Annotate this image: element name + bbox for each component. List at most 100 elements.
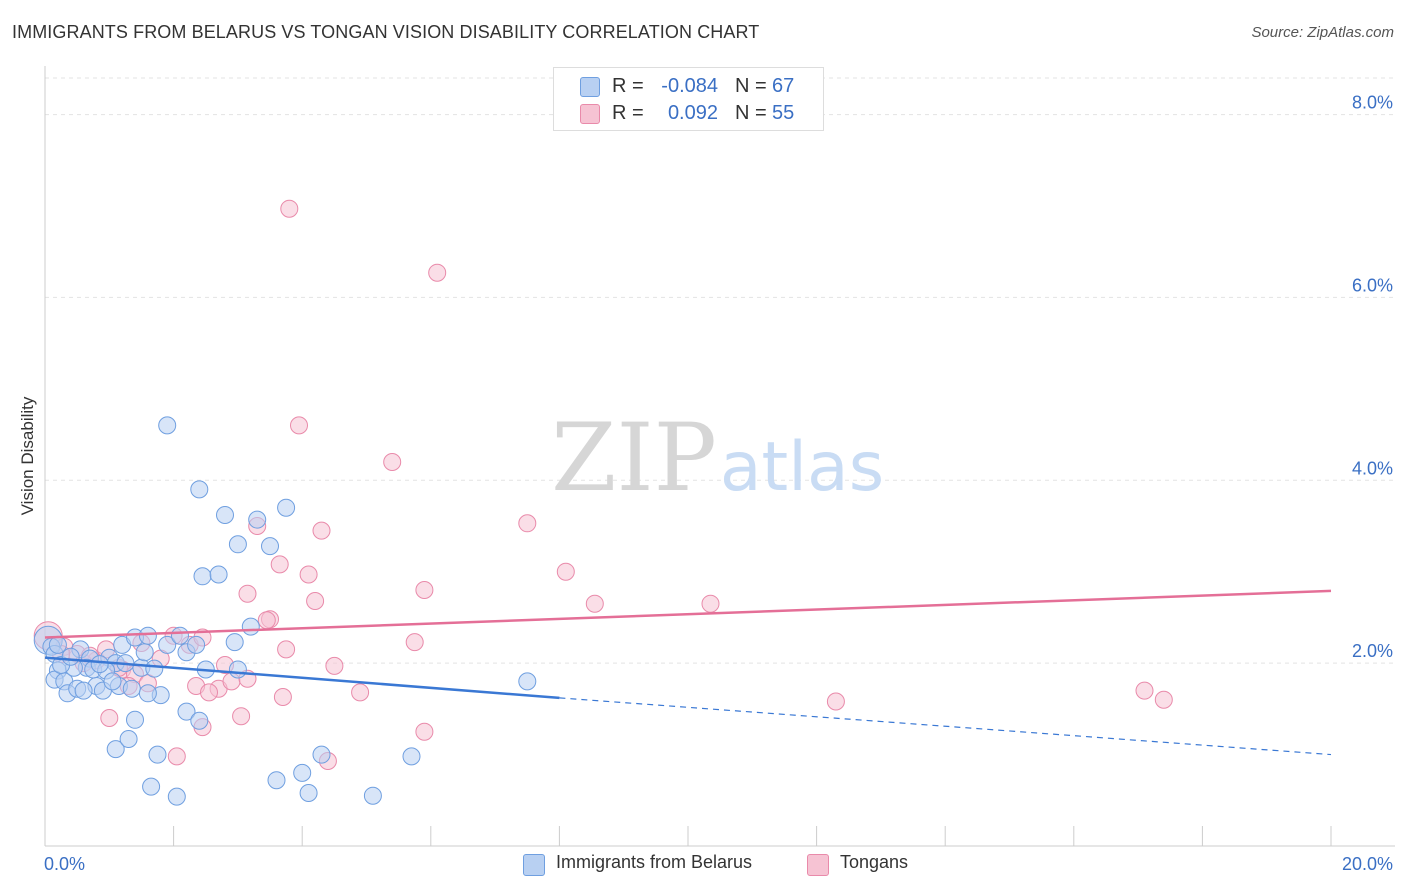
belarus-point [61,647,80,666]
x-tick-label: 0.0% [44,854,85,874]
stats-legend: R = -0.084 N = 67 R = 0.092 N = 55 [553,67,824,131]
belarus-point [119,730,138,748]
n-label: N = [735,75,767,97]
tongans-point [405,633,424,652]
belarus-point [135,643,154,662]
x-tick-label: 20.0% [1342,854,1393,874]
tongans-point [200,683,218,702]
tongans-point [280,199,299,218]
tongans-point [312,521,331,540]
belarus-trend-extension [559,697,1332,756]
tongans-point [232,707,251,726]
tick-labels: 2.0% 4.0% 6.0% 8.0% 0.0% 20.0% [44,93,1393,874]
n-value: 67 [772,75,795,97]
tongans-point [1135,681,1154,700]
tongans-point [277,640,296,659]
belarus-point [106,740,125,759]
belarus-point [228,660,247,679]
tongans-point [306,592,325,610]
belarus-point [190,711,209,730]
watermark: ZIP atlas [551,404,884,513]
belarus-point [158,635,177,654]
n-label: N = [735,102,767,124]
tongans-point [273,688,292,706]
belarus-point [122,679,141,698]
belarus-point [145,659,164,678]
belarus-point [171,626,189,645]
belarus-point [74,681,93,700]
tongans-point [299,565,318,584]
watermark-zip: ZIP [551,404,717,513]
belarus-point [193,567,212,586]
belarus-point [261,537,279,556]
tongans-point [585,594,604,613]
belarus-point [248,510,267,529]
tongans-point [290,416,308,435]
tongans-point [428,263,447,282]
belarus-point [267,771,286,790]
watermark-atlas: atlas [720,428,884,507]
tongans-point [270,555,289,574]
belarus-point [209,565,228,584]
legend-swatch-tongans [807,854,829,876]
r-value: -0.084 [661,75,718,97]
belarus-point [190,480,209,499]
belarus-point [187,635,206,654]
tongans-point [1154,690,1173,709]
belarus-point [90,655,109,674]
belarus-point [177,702,196,721]
stats-row-belarus: R = -0.084 N = 67 [554,74,823,100]
belarus-point [138,684,157,703]
belarus-trend-line [44,656,560,700]
tongans-point [556,562,575,581]
belarus-point [148,745,167,764]
y-tick-label: 2.0% [1352,641,1393,661]
tongans-point [351,683,370,702]
belarus-point [312,745,331,764]
belarus-point [299,784,318,802]
stats-row-tongans: R = 0.092 N = 55 [554,101,823,127]
tongans-trend-line [44,589,1332,639]
tongans-point [257,611,276,630]
trend-lines [44,589,1332,756]
r-value: 0.092 [667,102,718,124]
belarus-point [293,763,312,782]
belarus-points [33,416,537,806]
tongans-point [383,453,402,471]
belarus-point [103,672,122,691]
belarus-point [138,626,157,645]
tongans-point [100,709,119,727]
belarus-point [48,635,67,654]
tongans-point [415,722,434,741]
belarus-point [277,498,296,517]
axes [44,66,1395,847]
r-label: R = [612,102,644,124]
source-label: Source: ZipAtlas.com [1251,24,1394,41]
n-value: 55 [772,102,795,124]
belarus-point [228,535,247,554]
y-tick-label: 8.0% [1352,93,1393,113]
gridlines [45,77,1395,664]
series-legend: Immigrants from Belarus Tongans [0,852,1406,878]
legend-swatch-tongans [580,104,600,124]
y-tick-label: 6.0% [1352,275,1393,295]
belarus-point [402,747,421,766]
belarus-point [158,416,177,435]
tongans-point [826,692,845,711]
tongans-point [518,514,537,533]
chart-title: IMMIGRANTS FROM BELARUS VS TONGAN VISION… [12,22,760,42]
legend-label-tongans: Tongans [840,852,909,872]
belarus-point [518,672,537,691]
tongans-point [325,656,344,675]
belarus-point [126,710,144,729]
r-label: R = [612,75,644,97]
tongans-point [238,584,257,603]
legend-swatch-belarus [580,77,600,97]
belarus-point [225,633,244,652]
belarus-point [142,777,161,796]
tongans-point [701,594,720,613]
legend-label-belarus: Immigrants from Belarus [556,852,753,872]
belarus-point [363,786,382,805]
belarus-point [167,787,186,806]
